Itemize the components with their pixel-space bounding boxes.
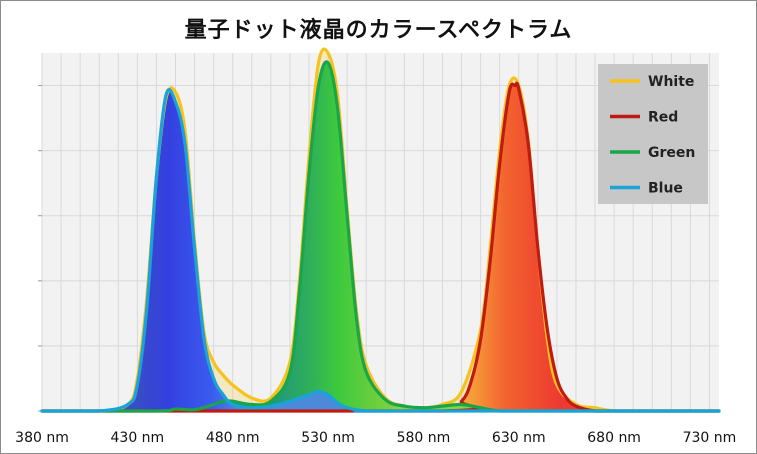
series-line-green — [40, 60, 721, 413]
legend-label-blue: Blue — [648, 181, 683, 197]
series-line-red — [40, 81, 721, 413]
legend-label-green: Green — [648, 145, 695, 161]
x-tick-label: 530 nm — [301, 430, 355, 446]
x-tick-label: 630 nm — [492, 430, 546, 446]
legend-box — [598, 64, 708, 204]
legend-label-red: Red — [648, 110, 678, 126]
x-tick-label: 730 nm — [683, 430, 737, 446]
x-tick-label: 430 nm — [111, 430, 165, 446]
x-axis-ticks: 380 nm 430 nm 480 nm 530 nm 580 nm 630 nm 680 … — [15, 430, 736, 446]
chart-title: 量子ドット液晶のカラースペクトラム — [184, 18, 573, 43]
x-tick-label: 380 nm — [15, 430, 69, 446]
legend-label-white: White — [648, 74, 694, 90]
series-line-blue — [40, 88, 721, 413]
x-tick-label: 680 nm — [587, 430, 641, 446]
legend: White Red Green Blue — [598, 64, 708, 204]
series-fills — [42, 49, 719, 412]
series-lines — [40, 47, 721, 413]
x-tick-label: 580 nm — [397, 430, 451, 446]
x-tick-label: 480 nm — [206, 430, 260, 446]
grid-lines — [38, 53, 719, 412]
series-fill-blue — [42, 89, 719, 412]
